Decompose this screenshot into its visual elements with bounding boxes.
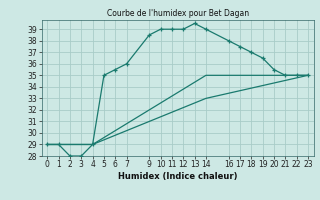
X-axis label: Humidex (Indice chaleur): Humidex (Indice chaleur) [118,172,237,181]
Title: Courbe de l'humidex pour Bet Dagan: Courbe de l'humidex pour Bet Dagan [107,9,249,18]
